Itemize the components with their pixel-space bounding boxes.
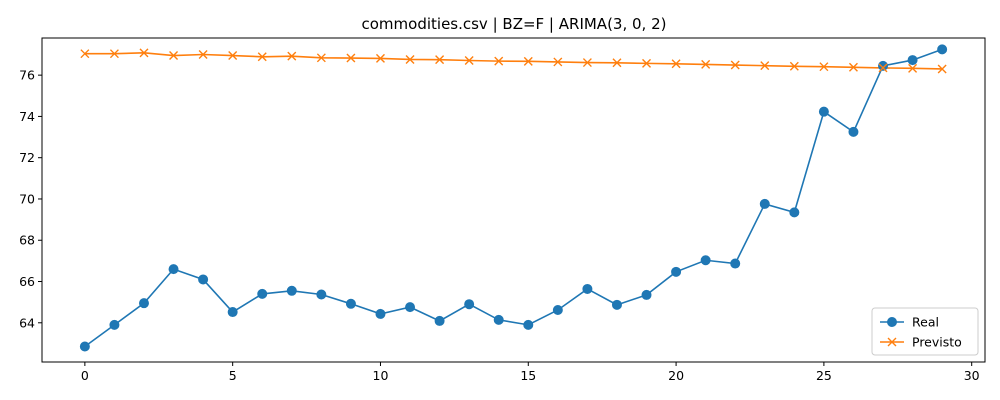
- data-point-real: [641, 289, 652, 300]
- x-tick-label: 10: [373, 368, 389, 383]
- legend-item-previsto: Previsto: [880, 335, 962, 350]
- data-point-previsto: [198, 50, 208, 60]
- data-point-previsto: [553, 57, 563, 67]
- x-tick-label: 30: [964, 368, 980, 383]
- data-point-real: [611, 299, 622, 310]
- x-tick-label: 15: [520, 368, 536, 383]
- data-point-previsto: [257, 52, 267, 62]
- data-point-real: [878, 60, 889, 71]
- legend-label-previsto: Previsto: [912, 335, 962, 350]
- data-point-real: [286, 285, 297, 296]
- y-axis: 64 66 68 70 72 74 76: [19, 68, 42, 330]
- data-point-real: [316, 289, 327, 300]
- data-point-previsto: [375, 53, 385, 63]
- data-point-real: [582, 283, 593, 294]
- data-point-real: [198, 274, 209, 285]
- plot-frame: [41, 37, 986, 363]
- data-point-previsto: [523, 56, 533, 66]
- data-point-real: [79, 341, 90, 352]
- data-point-previsto: [316, 53, 326, 63]
- data-point-previsto: [109, 49, 119, 59]
- y-tick-label: 74: [19, 109, 35, 124]
- data-point-previsto: [612, 58, 622, 68]
- data-point-previsto: [848, 62, 858, 72]
- data-point-previsto: [730, 60, 740, 70]
- data-point-previsto: [435, 55, 445, 65]
- x-axis: 0 5 10 15 20 25 30: [81, 362, 980, 383]
- data-point-previsto: [878, 63, 888, 73]
- data-point-previsto: [494, 56, 504, 66]
- data-point-real: [138, 298, 149, 309]
- data-point-real: [700, 255, 711, 266]
- y-tick-label: 76: [19, 68, 35, 83]
- x-tick-label: 20: [668, 368, 684, 383]
- data-point-previsto: [169, 51, 179, 61]
- data-point-previsto: [642, 58, 652, 68]
- data-point-previsto: [701, 59, 711, 69]
- legend-label-real: Real: [912, 315, 939, 330]
- legend: Real Previsto: [871, 307, 979, 356]
- series-markers: [79, 44, 948, 352]
- data-point-real: [552, 304, 563, 315]
- data-point-previsto: [819, 62, 829, 72]
- x-tick-label: 0: [81, 368, 89, 383]
- data-point-real: [109, 319, 120, 330]
- data-point-previsto: [405, 54, 415, 64]
- data-point-previsto: [464, 55, 474, 65]
- x-tick-label: 5: [229, 368, 237, 383]
- chart-title: commodities.csv | BZ=F | ARIMA(3, 0, 2): [362, 15, 667, 33]
- data-point-previsto: [937, 64, 947, 74]
- data-point-real: [493, 314, 504, 325]
- data-point-previsto: [139, 48, 149, 58]
- data-point-real: [759, 198, 770, 209]
- legend-item-real: Real: [880, 315, 939, 330]
- data-point-previsto: [346, 53, 356, 63]
- data-point-previsto: [287, 51, 297, 61]
- data-point-real: [671, 266, 682, 277]
- data-point-real: [168, 264, 179, 275]
- data-point-real: [405, 302, 416, 313]
- legend-box: [871, 307, 979, 356]
- data-point-previsto: [80, 49, 90, 59]
- data-point-previsto: [789, 61, 799, 71]
- data-point-real: [464, 299, 475, 310]
- data-point-previsto: [671, 59, 681, 69]
- data-point-real: [937, 44, 948, 55]
- legend-marker-real: [887, 317, 897, 327]
- data-point-real: [257, 288, 268, 299]
- y-tick-label: 72: [19, 150, 35, 165]
- data-point-previsto: [760, 61, 770, 71]
- data-point-previsto: [228, 51, 238, 61]
- y-tick-label: 64: [19, 315, 35, 330]
- data-point-previsto: [908, 63, 918, 73]
- y-tick-label: 66: [19, 274, 35, 289]
- series-line-previsto: [84, 52, 943, 70]
- data-point-real: [789, 207, 800, 218]
- data-point-real: [345, 298, 356, 309]
- y-tick-label: 70: [19, 191, 35, 206]
- data-point-real: [818, 106, 829, 117]
- legend-marker-previsto: [887, 337, 897, 347]
- y-tick-label: 68: [19, 233, 35, 248]
- data-point-real: [907, 55, 918, 66]
- data-point-real: [730, 258, 741, 269]
- series-line-real: [84, 48, 943, 348]
- series-lines: [84, 48, 943, 348]
- data-point-previsto: [582, 58, 592, 68]
- data-point-real: [848, 126, 859, 137]
- data-point-real: [375, 308, 386, 319]
- data-point-real: [227, 307, 238, 318]
- data-point-real: [434, 315, 445, 326]
- x-tick-label: 25: [816, 368, 832, 383]
- data-point-real: [523, 319, 534, 330]
